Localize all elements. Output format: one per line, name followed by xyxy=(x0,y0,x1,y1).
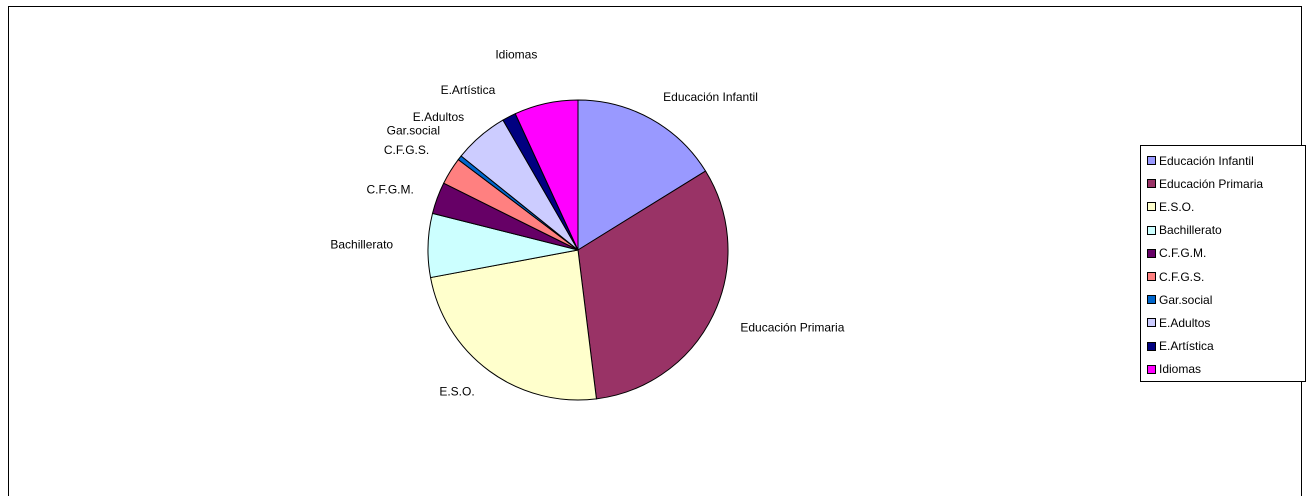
pie-slice-1 xyxy=(577,99,707,251)
legend-label: Bachillerato xyxy=(1159,223,1222,238)
legend-label: Educación Primaria xyxy=(1159,176,1264,191)
legend-swatch xyxy=(1147,341,1156,351)
legend-swatch xyxy=(1147,364,1156,374)
pie-slice-3 xyxy=(429,249,597,401)
slice-label-3: E.S.O. xyxy=(439,384,474,398)
legend-swatch xyxy=(1147,179,1156,189)
pie-labels: Educación Infantil Educación Primaria E.S.… xyxy=(330,47,844,398)
legend-item-2: Educación Primaria xyxy=(1141,172,1305,195)
slice-label-4: Bachillerato xyxy=(330,237,393,251)
legend-label: E.Adultos xyxy=(1159,315,1211,330)
slice-label-9: E.Artística xyxy=(441,83,496,97)
slice-label-5: C.F.G.M. xyxy=(367,182,414,196)
legend-item-7: Gar.social xyxy=(1141,288,1305,311)
chart-area: Educación Infantil Educación Primaria E.S.… xyxy=(8,6,1306,496)
legend-label: Gar.social xyxy=(1159,292,1213,307)
legend-item-6: C.F.G.S. xyxy=(1141,265,1305,288)
pie-slice-10 xyxy=(514,99,579,251)
legend-label: E.S.O. xyxy=(1159,199,1195,214)
slice-label-10: Idiomas xyxy=(495,47,537,61)
legend: Educación Infantil Educación Primaria E.S.… xyxy=(1140,145,1306,382)
legend-item-9: E.Artística xyxy=(1141,335,1305,358)
legend-label: Idiomas xyxy=(1159,362,1202,377)
legend-label: E.Artística xyxy=(1159,339,1214,354)
slice-label-2: Educación Primaria xyxy=(740,321,844,335)
legend-item-8: E.Adultos xyxy=(1141,311,1305,334)
pie-chart: Educación Infantil Educación Primaria E.S.… xyxy=(330,47,845,401)
legend-swatch xyxy=(1147,272,1156,282)
slice-label-6: C.F.G.S. xyxy=(384,143,429,157)
legend-swatch xyxy=(1147,295,1156,305)
legend-item-1: Educación Infantil xyxy=(1141,149,1305,172)
legend-label: C.F.G.S. xyxy=(1159,269,1205,284)
legend-item-5: C.F.G.M. xyxy=(1141,242,1305,265)
legend-item-4: Bachillerato xyxy=(1141,219,1305,242)
legend-swatch xyxy=(1147,156,1156,166)
slice-label-7: Gar.social xyxy=(387,123,440,137)
legend-item-3: E.S.O. xyxy=(1141,195,1305,218)
legend-swatch xyxy=(1147,202,1156,212)
legend-label: C.F.G.M. xyxy=(1159,246,1207,261)
pie-slices xyxy=(427,99,729,401)
legend-swatch xyxy=(1147,225,1156,235)
legend-swatch xyxy=(1147,318,1156,328)
legend-item-10: Idiomas xyxy=(1141,358,1305,381)
legend-swatch xyxy=(1147,248,1156,258)
slice-label-8: E.Adultos xyxy=(413,110,464,124)
legend-label: Educación Infantil xyxy=(1159,153,1254,168)
slice-label-1: Educación Infantil xyxy=(663,90,758,104)
pie-slice-2 xyxy=(577,170,729,400)
